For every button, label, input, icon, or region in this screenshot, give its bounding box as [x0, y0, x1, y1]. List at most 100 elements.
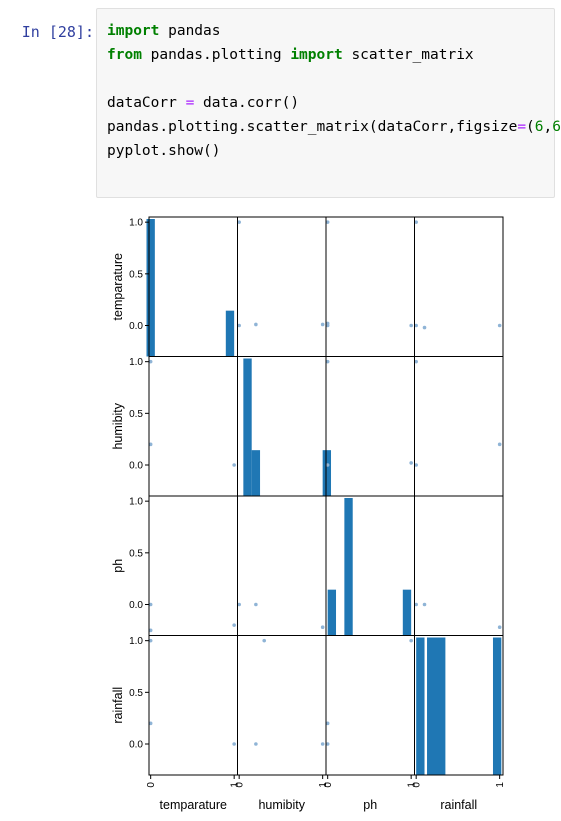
code-line: dataCorr = data.corr(): [107, 91, 561, 115]
scatter-point: [325, 463, 330, 467]
y-tick-label: 0.0: [129, 600, 143, 611]
code-line: from pandas.plotting import scatter_matr…: [107, 43, 561, 67]
scatter-point: [237, 602, 241, 607]
histogram-bar: [327, 589, 337, 636]
scatter-point: [148, 628, 153, 633]
y-tick-label: 0.5: [129, 269, 143, 280]
subplot-frame: [237, 635, 327, 776]
y-tick-label: 0.5: [129, 688, 143, 699]
code-token: 6: [534, 119, 544, 135]
scatter-point: [325, 721, 330, 726]
cell-prompt: In [28]:: [21, 23, 94, 41]
subplot-frame: [148, 495, 238, 636]
y-axis-label: temparature: [111, 253, 125, 320]
scatter-point: [409, 638, 413, 643]
scatter-point: [232, 463, 236, 467]
scatter-point: [232, 742, 236, 746]
code-cell[interactable]: import pandas from pandas.plotting import…: [96, 8, 561, 198]
subplot-frame: [148, 635, 238, 776]
scatter-point: [409, 461, 413, 465]
code-line: import pandas: [107, 19, 561, 43]
scatter-point: [414, 359, 418, 364]
scatter-point: [148, 359, 153, 364]
histogram-bar: [427, 637, 446, 775]
histogram-bar: [402, 589, 412, 636]
code-line: pyplot.show(): [107, 139, 561, 163]
code-token: import: [107, 23, 160, 39]
subplot-frame: [148, 356, 238, 497]
scatter-point: [497, 442, 502, 447]
x-tick-label: 1: [318, 782, 329, 788]
code-token: =: [185, 95, 195, 111]
subplot-frame: [325, 635, 415, 776]
histogram-bar: [492, 637, 502, 775]
scatter-point: [148, 442, 153, 447]
x-tick-label: 1: [407, 782, 418, 788]
histogram-bar: [146, 219, 155, 357]
histogram-bar: [322, 450, 332, 496]
subplot-frame: [414, 495, 504, 636]
scatter-point: [320, 742, 325, 746]
x-tick-label: 0: [146, 782, 157, 788]
code-token: (: [526, 119, 535, 135]
scatter-point: [262, 638, 267, 643]
histogram-bar: [243, 358, 252, 496]
subplot-frame: [325, 495, 415, 636]
scatter-point: [320, 625, 325, 630]
subplot-frame: [325, 356, 415, 497]
scatter-point: [237, 220, 241, 224]
y-tick-label: 0.0: [129, 461, 143, 472]
output-area: 0.0 0.5 1.0 temparature 0.0 0.5 1.0 humibity 0.0…: [104, 205, 524, 817]
x-tick-label: 1: [495, 782, 506, 788]
scatter-point: [409, 323, 413, 328]
code-token: data.corr(): [194, 95, 300, 111]
y-tick-label: 0.0: [129, 740, 143, 751]
scatter-point: [325, 742, 330, 746]
histogram-bar: [251, 450, 261, 496]
x-tick-label: 0: [323, 782, 334, 788]
y-tick-label: 0.5: [129, 409, 143, 420]
code-token: pandas.plotting.scatter_matrix(dataCorr,…: [107, 119, 518, 135]
scatter-matrix-chart: 0.0 0.5 1.0 temparature 0.0 0.5 1.0 humibity 0.0…: [111, 216, 506, 812]
y-tick-label: 1.0: [129, 497, 143, 508]
code-token: from: [107, 47, 142, 63]
x-axis-label: humibity: [258, 798, 305, 812]
code-token: pyplot.show(): [107, 143, 221, 159]
scatter-point: [422, 325, 427, 330]
y-tick-label: 1.0: [129, 218, 143, 229]
code-token: scatter_matrix: [342, 47, 474, 63]
scatter-point: [414, 323, 418, 328]
scatter-point: [325, 321, 330, 326]
scatter-point: [414, 602, 418, 607]
y-tick-label: 0.5: [129, 548, 143, 559]
scatter-point: [237, 323, 241, 328]
scatter-point: [325, 220, 330, 224]
code-line: [107, 67, 561, 91]
code-line: pandas.plotting.scatter_matrix(dataCorr,…: [107, 115, 561, 139]
code-token: ,: [543, 119, 553, 135]
y-axis-label: rainfall: [111, 687, 125, 724]
scatter-point: [422, 602, 427, 607]
subplot-frame: [148, 216, 238, 357]
y-tick-label: 1.0: [129, 636, 143, 647]
code-token: dataCorr: [107, 95, 186, 111]
histogram-bar: [344, 498, 353, 636]
subplot-frame: [237, 216, 327, 357]
code-token: 6: [552, 119, 561, 135]
scatter-point: [320, 322, 325, 327]
code-editor[interactable]: import pandas from pandas.plotting import…: [107, 19, 561, 163]
x-axis-label: rainfall: [440, 798, 477, 812]
code-token: import: [290, 47, 343, 63]
subplot-frame: [414, 635, 504, 776]
code-token: pandas.plotting: [141, 47, 291, 63]
histogram-bar: [416, 637, 425, 775]
subplot-frame: [237, 495, 327, 636]
scatter-point: [254, 742, 258, 746]
scatter-point: [414, 220, 418, 224]
scatter-point: [232, 623, 236, 627]
scatter-point: [254, 602, 258, 607]
y-axis-label: ph: [111, 559, 125, 573]
scatter-point: [497, 323, 502, 328]
y-tick-label: 1.0: [129, 357, 143, 368]
subplot-frame: [414, 356, 504, 497]
